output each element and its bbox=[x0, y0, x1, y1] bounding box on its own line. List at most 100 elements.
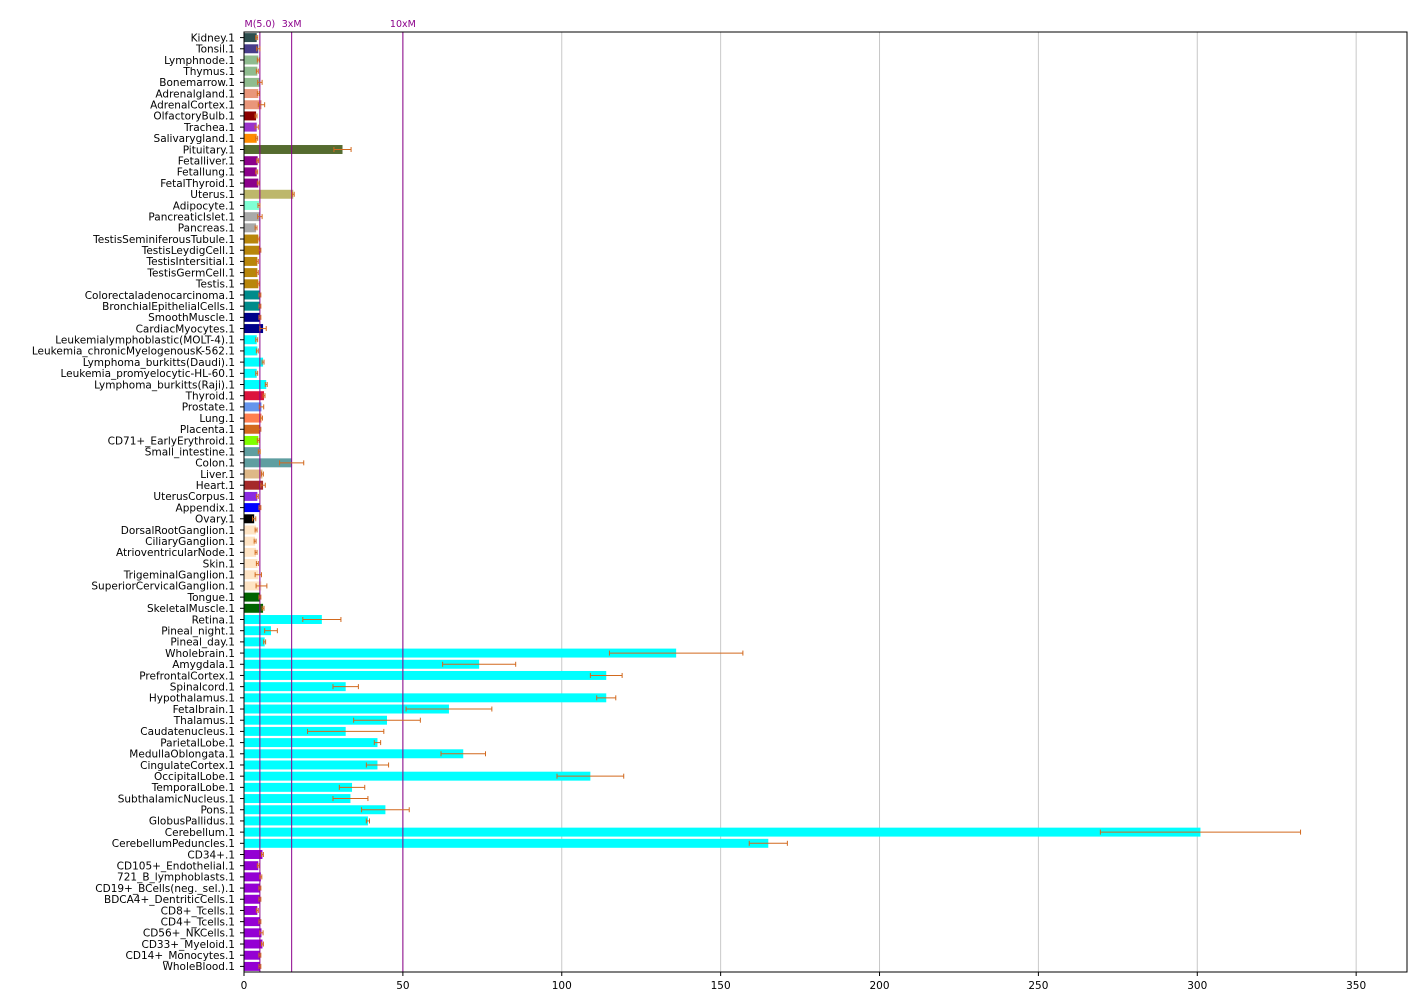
x-tick-label: 200 bbox=[869, 980, 889, 992]
category-label: Skin.1 bbox=[203, 558, 235, 570]
category-label: CD8+_Tcells.1 bbox=[161, 905, 235, 917]
category-label: TrigeminalGanglion.1 bbox=[123, 570, 235, 582]
category-label: Placenta.1 bbox=[180, 424, 235, 436]
grid-lines bbox=[402, 32, 1357, 972]
category-label: CardiacMyocytes.1 bbox=[136, 323, 235, 335]
category-label: AtrioventricularNode.1 bbox=[116, 547, 235, 559]
category-label: 721_B_lymphoblasts.1 bbox=[117, 872, 235, 884]
category-label: TestisLeydigCell.1 bbox=[141, 245, 235, 257]
bar bbox=[244, 156, 258, 166]
bar bbox=[244, 268, 258, 278]
category-label: Pancreas.1 bbox=[178, 223, 235, 235]
category-label: Fetallung.1 bbox=[177, 167, 235, 179]
bar bbox=[244, 905, 258, 915]
bar bbox=[244, 805, 386, 815]
bar bbox=[244, 961, 260, 971]
bar bbox=[244, 469, 263, 479]
bar bbox=[244, 559, 258, 569]
category-label: Thalamus.1 bbox=[173, 715, 235, 727]
category-label: WholeBlood.1 bbox=[163, 961, 236, 973]
bar bbox=[244, 77, 260, 87]
x-tick-label: 0 bbox=[241, 980, 248, 992]
category-label: GlobusPallidus.1 bbox=[149, 816, 235, 828]
bar bbox=[244, 223, 257, 233]
bar bbox=[244, 682, 346, 692]
category-label: BDCA4+_DentriticCells.1 bbox=[104, 894, 235, 906]
category-label: AdrenalCortex.1 bbox=[150, 100, 235, 112]
bar bbox=[244, 771, 591, 781]
category-label: Pituitary.1 bbox=[183, 144, 235, 156]
x-tick-label: 350 bbox=[1346, 980, 1366, 992]
bar bbox=[244, 301, 260, 311]
category-label: Kidney.1 bbox=[191, 32, 235, 44]
category-label: Pineal_night.1 bbox=[161, 625, 235, 637]
bar bbox=[244, 581, 262, 591]
category-label: Tongue.1 bbox=[186, 592, 235, 604]
category-label: Adipocyte.1 bbox=[173, 200, 235, 212]
bar bbox=[244, 44, 259, 54]
plot-frame bbox=[243, 31, 1408, 973]
bar bbox=[244, 122, 257, 132]
bar bbox=[244, 357, 264, 367]
bar bbox=[244, 458, 292, 468]
bar bbox=[244, 413, 262, 423]
bar bbox=[244, 603, 264, 613]
bar bbox=[244, 491, 258, 501]
bars bbox=[244, 33, 1201, 971]
bar bbox=[244, 111, 257, 121]
bar bbox=[244, 368, 257, 378]
bar bbox=[244, 861, 259, 871]
x-tick-label: 150 bbox=[711, 980, 731, 992]
category-label: Fetalliver.1 bbox=[178, 155, 235, 167]
category-label: UterusCorpus.1 bbox=[153, 491, 235, 503]
bar bbox=[244, 189, 294, 199]
category-label: Liver.1 bbox=[200, 469, 235, 481]
category-label: Lymphoma_burkitts(Daudi).1 bbox=[83, 357, 235, 369]
category-label: OlfactoryBulb.1 bbox=[153, 111, 235, 123]
bar bbox=[244, 883, 260, 893]
bar bbox=[244, 950, 260, 960]
category-label: Amygdala.1 bbox=[172, 659, 235, 671]
bar bbox=[244, 827, 1201, 837]
bar bbox=[244, 89, 259, 99]
x-axis-ticks: 0 50 100 150 200 250 300 350 bbox=[241, 972, 1366, 992]
bar bbox=[244, 704, 449, 714]
category-label: Thymus.1 bbox=[182, 66, 235, 78]
bar bbox=[244, 290, 260, 300]
category-label: CD19+_BCells(neg._sel.).1 bbox=[95, 883, 235, 895]
bar bbox=[244, 794, 351, 804]
bar bbox=[244, 525, 257, 535]
category-label: Heart.1 bbox=[196, 480, 235, 492]
bar bbox=[244, 626, 272, 636]
category-label: ParietalLobe.1 bbox=[160, 737, 235, 749]
bar bbox=[244, 917, 260, 927]
category-label: CD4+_Tcells.1 bbox=[161, 916, 235, 928]
category-label: SmoothMuscle.1 bbox=[148, 312, 235, 324]
category-label: SuperiorCervicalGanglion.1 bbox=[91, 581, 235, 593]
bar bbox=[244, 850, 263, 859]
category-label: Ovary.1 bbox=[195, 514, 235, 526]
category-label: CiliaryGanglion.1 bbox=[145, 536, 235, 548]
category-label: PrefrontalCortex.1 bbox=[139, 670, 235, 682]
category-label: Spinalcord.1 bbox=[170, 681, 235, 693]
bar bbox=[244, 480, 264, 490]
bar bbox=[244, 33, 257, 43]
category-label: Salivarygland.1 bbox=[154, 133, 235, 145]
bar bbox=[244, 648, 677, 658]
category-label: BronchialEpithelialCells.1 bbox=[102, 301, 235, 313]
bar bbox=[244, 212, 260, 222]
category-label: TemporalLobe.1 bbox=[151, 782, 235, 794]
category-label: TestisIntersitial.1 bbox=[145, 256, 235, 268]
category-label: Hypothalamus.1 bbox=[149, 693, 235, 705]
bar bbox=[244, 547, 257, 557]
category-label: MedullaOblongata.1 bbox=[129, 749, 235, 761]
reference-line-label: 3xM bbox=[282, 19, 302, 30]
category-label: Wholebrain.1 bbox=[165, 648, 235, 660]
bar bbox=[244, 447, 260, 457]
bar bbox=[244, 760, 378, 770]
bar bbox=[244, 312, 260, 322]
bar bbox=[244, 838, 769, 848]
bar bbox=[244, 66, 258, 76]
bar bbox=[244, 894, 260, 904]
